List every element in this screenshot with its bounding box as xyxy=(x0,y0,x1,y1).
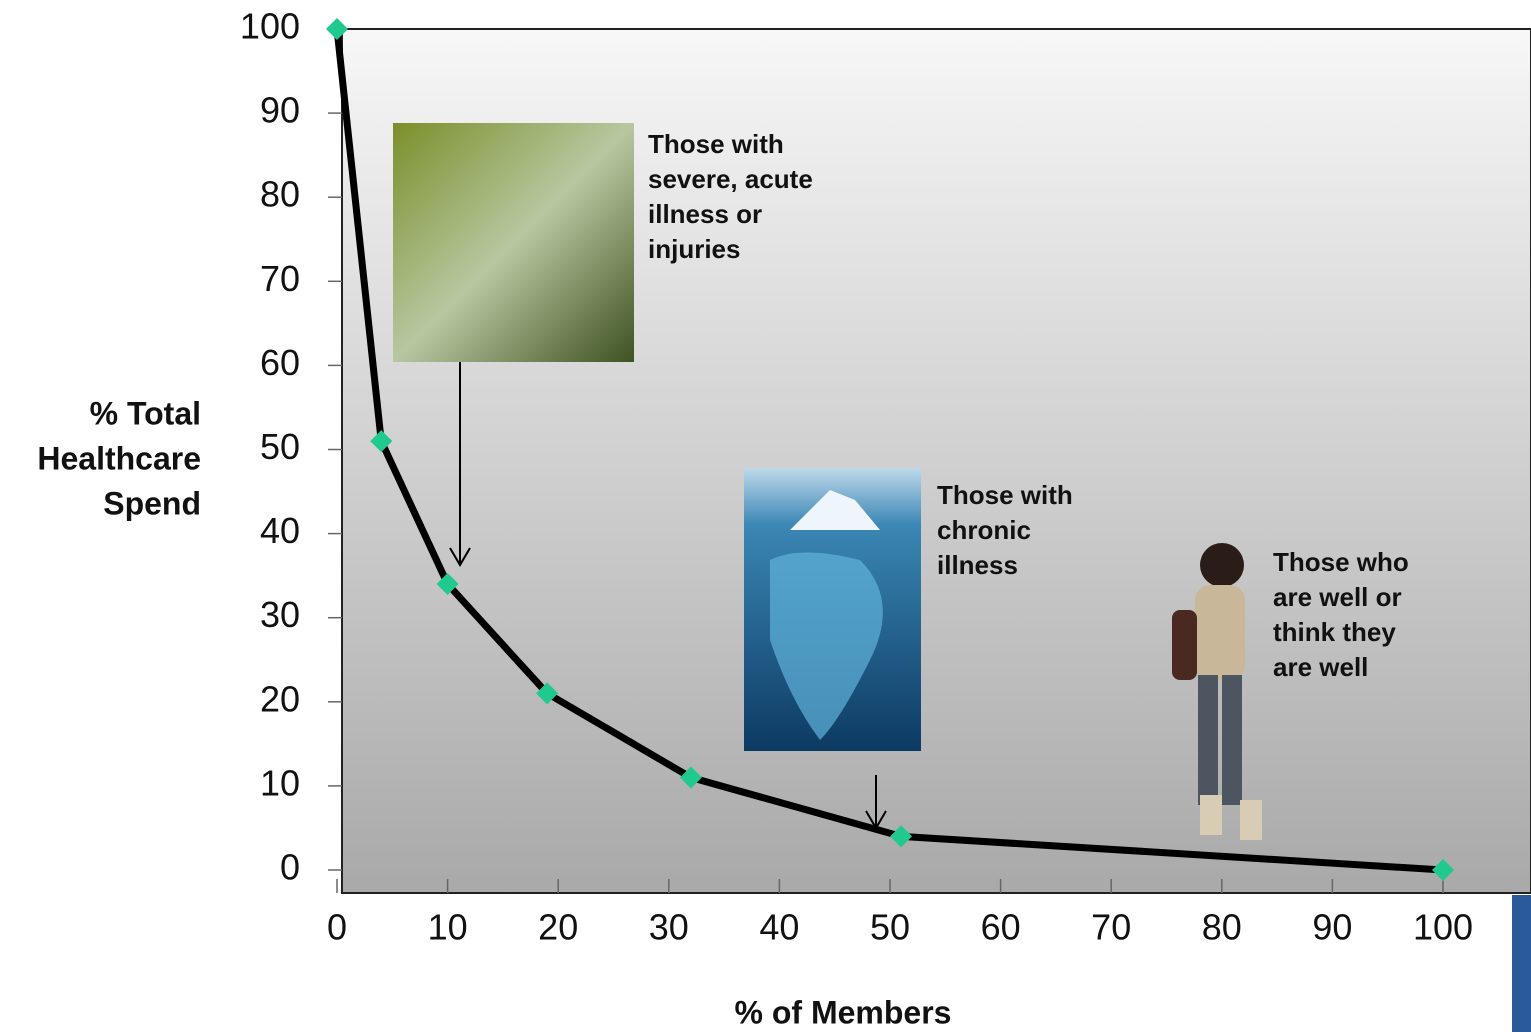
side-bar xyxy=(1512,895,1531,1032)
x-tick-label: 10 xyxy=(428,907,468,948)
x-tick-label: 90 xyxy=(1312,907,1352,948)
annotation: Those with xyxy=(937,480,1073,510)
x-tick-label: 20 xyxy=(538,907,578,948)
x-tick-label: 80 xyxy=(1202,907,1242,948)
annotation: Those with xyxy=(648,129,784,159)
annotation: are well or xyxy=(1273,582,1402,612)
x-tick-label: 0 xyxy=(327,907,347,948)
annotation: severe, acute xyxy=(648,164,813,194)
y-tick-label: 20 xyxy=(260,678,300,719)
x-tick-label: 60 xyxy=(981,907,1021,948)
y-tick-label: 60 xyxy=(260,342,300,383)
y-axis-title: Healthcare xyxy=(37,440,201,476)
annotation: chronic xyxy=(937,515,1031,545)
y-tick-label: 40 xyxy=(260,510,300,551)
x-tick-label: 30 xyxy=(649,907,689,948)
chart: 0 10 20 30 40 50 60 70 80 90 100 0 10 20 30 40 50 60 70 80 9… xyxy=(0,0,1531,1032)
x-tick-label: 70 xyxy=(1091,907,1131,948)
y-axis-title: Spend xyxy=(103,485,201,521)
annotation: injuries xyxy=(648,234,740,264)
y-tick-label: 90 xyxy=(260,90,300,131)
x-tick-label: 40 xyxy=(759,907,799,948)
x-axis-title: % of Members xyxy=(735,994,952,1030)
y-tick-label: 0 xyxy=(280,847,300,888)
hospital-image xyxy=(393,123,634,362)
y-tick-label: 80 xyxy=(260,174,300,215)
y-tick-label: 50 xyxy=(260,426,300,467)
x-tick-label: 50 xyxy=(870,907,910,948)
y-tick-label: 70 xyxy=(260,258,300,299)
y-tick-label: 10 xyxy=(260,762,300,803)
annotation: illness or xyxy=(648,199,762,229)
annotation: are well xyxy=(1273,652,1368,682)
y-tick-label: 30 xyxy=(260,594,300,635)
annotation: Those who xyxy=(1273,547,1409,577)
annotation: think they xyxy=(1273,617,1396,647)
x-tick-label: 100 xyxy=(1413,907,1473,948)
annotation: illness xyxy=(937,550,1018,580)
page: 0 10 20 30 40 50 60 70 80 90 100 0 10 20 30 40 50 60 70 80 9… xyxy=(0,0,1531,1032)
y-axis-title: % Total xyxy=(90,395,201,431)
y-tick-label: 100 xyxy=(240,6,300,47)
